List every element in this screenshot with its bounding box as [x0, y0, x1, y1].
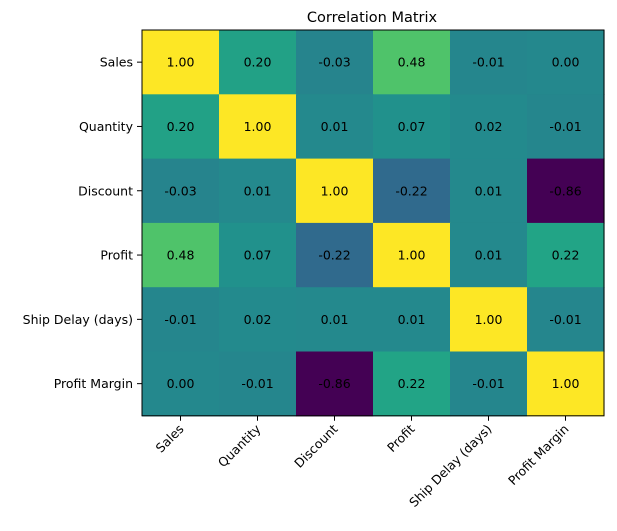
cell-value-label: -0.01 — [241, 376, 273, 391]
heatmap-cell — [219, 30, 297, 95]
heatmap-cell — [142, 158, 220, 224]
cell-value-label: -0.01 — [164, 312, 196, 327]
cell-value-label: 1.00 — [167, 55, 195, 70]
cell-value-label: 1.00 — [244, 119, 272, 134]
cell-value-label: 1.00 — [321, 183, 349, 198]
x-tick-label: Profit — [384, 421, 418, 455]
cell-value-label: 0.01 — [398, 312, 426, 327]
cell-value-label: -0.01 — [549, 119, 581, 134]
chart-title: Correlation Matrix — [307, 10, 438, 26]
cell-value-label: -0.01 — [549, 312, 581, 327]
heatmap-cell — [142, 287, 220, 353]
heatmap-cell-labels: 1.00 0.20 -0.03 0.48 -0.01 0.00 0.20 1.00 0.01 0.… — [164, 55, 581, 391]
heatmap-cell — [527, 222, 605, 288]
y-tick-label: Discount — [78, 183, 133, 198]
cell-value-label: -0.03 — [164, 183, 196, 198]
heatmap-cell — [296, 30, 374, 95]
cell-value-label: -0.01 — [472, 55, 504, 70]
cell-value-label: -0.22 — [318, 248, 350, 263]
heatmap-cell — [142, 94, 220, 160]
heatmap-cell — [373, 287, 451, 353]
cell-value-label: -0.01 — [472, 376, 504, 391]
cell-value-label: 0.22 — [398, 376, 426, 391]
y-tick-label: Quantity — [79, 119, 134, 134]
cell-value-label: 0.48 — [398, 55, 426, 70]
heatmap-cell — [527, 351, 605, 417]
cell-value-label: -0.03 — [318, 55, 350, 70]
x-tick-label: Profit Margin — [505, 421, 572, 488]
heatmap-cells — [142, 30, 605, 417]
heatmap-cell — [142, 30, 220, 95]
y-tick-label: Profit Margin — [54, 376, 133, 391]
heatmap-cell — [296, 94, 374, 160]
x-tick-label: Discount — [291, 421, 340, 470]
x-tick-label: Sales — [152, 421, 186, 455]
heatmap-cell — [296, 287, 374, 353]
cell-value-label: 0.01 — [244, 183, 272, 198]
y-axis: Sales Quantity Discount Profit Ship Delay (d… — [23, 55, 142, 391]
heatmap-cell — [296, 222, 374, 288]
heatmap-cell — [450, 222, 528, 288]
heatmap-cell — [219, 287, 297, 353]
cell-value-label: 1.00 — [475, 312, 503, 327]
cell-value-label: 0.07 — [398, 119, 426, 134]
heatmap-cell — [219, 94, 297, 160]
cell-value-label: 0.01 — [475, 248, 503, 263]
cell-value-label: 0.00 — [167, 376, 195, 391]
cell-value-label: 0.02 — [244, 312, 272, 327]
cell-value-label: 0.20 — [244, 55, 272, 70]
cell-value-label: 0.01 — [321, 119, 349, 134]
x-tick-label: Quantity — [215, 421, 264, 470]
heatmap-cell — [527, 158, 605, 224]
heatmap-cell — [219, 222, 297, 288]
cell-value-label: 0.00 — [552, 55, 580, 70]
cell-value-label: 1.00 — [552, 376, 580, 391]
cell-value-label: 0.01 — [475, 183, 503, 198]
cell-value-label: -0.86 — [318, 376, 350, 391]
heatmap-cell — [450, 94, 528, 160]
cell-value-label: 0.20 — [167, 119, 195, 134]
cell-value-label: 0.01 — [321, 312, 349, 327]
plot-frame — [141, 29, 605, 417]
cell-value-label: -0.86 — [549, 183, 581, 198]
cell-value-label: 1.00 — [398, 248, 426, 263]
cell-value-label: 0.02 — [475, 119, 503, 134]
x-tick-label: Ship Delay (days) — [406, 421, 495, 510]
heatmap-cell — [450, 30, 528, 95]
heatmap-cell — [219, 351, 297, 417]
heatmap-cell — [527, 30, 605, 95]
heatmap-cell — [527, 287, 605, 353]
cell-value-label: 0.22 — [552, 248, 580, 263]
heatmap-cell — [450, 158, 528, 224]
heatmap-cell — [450, 351, 528, 417]
y-tick-label: Ship Delay (days) — [23, 312, 133, 327]
cell-value-label: -0.22 — [395, 183, 427, 198]
heatmap-cell — [142, 351, 220, 417]
heatmap-cell — [219, 158, 297, 224]
heatmap-cell — [373, 351, 451, 417]
heatmap-cell — [296, 351, 374, 417]
heatmap-cell — [142, 222, 220, 288]
cell-value-label: 0.48 — [167, 248, 195, 263]
cell-value-label: 0.07 — [244, 248, 272, 263]
heatmap-cell — [296, 158, 374, 224]
heatmap-cell — [373, 158, 451, 224]
heatmap-cell — [373, 30, 451, 95]
heatmap-cell — [373, 94, 451, 160]
heatmap-cell — [450, 287, 528, 353]
heatmap-cell — [373, 222, 451, 288]
y-tick-label: Sales — [100, 55, 133, 70]
heatmap-cell — [527, 94, 605, 160]
y-tick-label: Profit — [100, 248, 133, 263]
